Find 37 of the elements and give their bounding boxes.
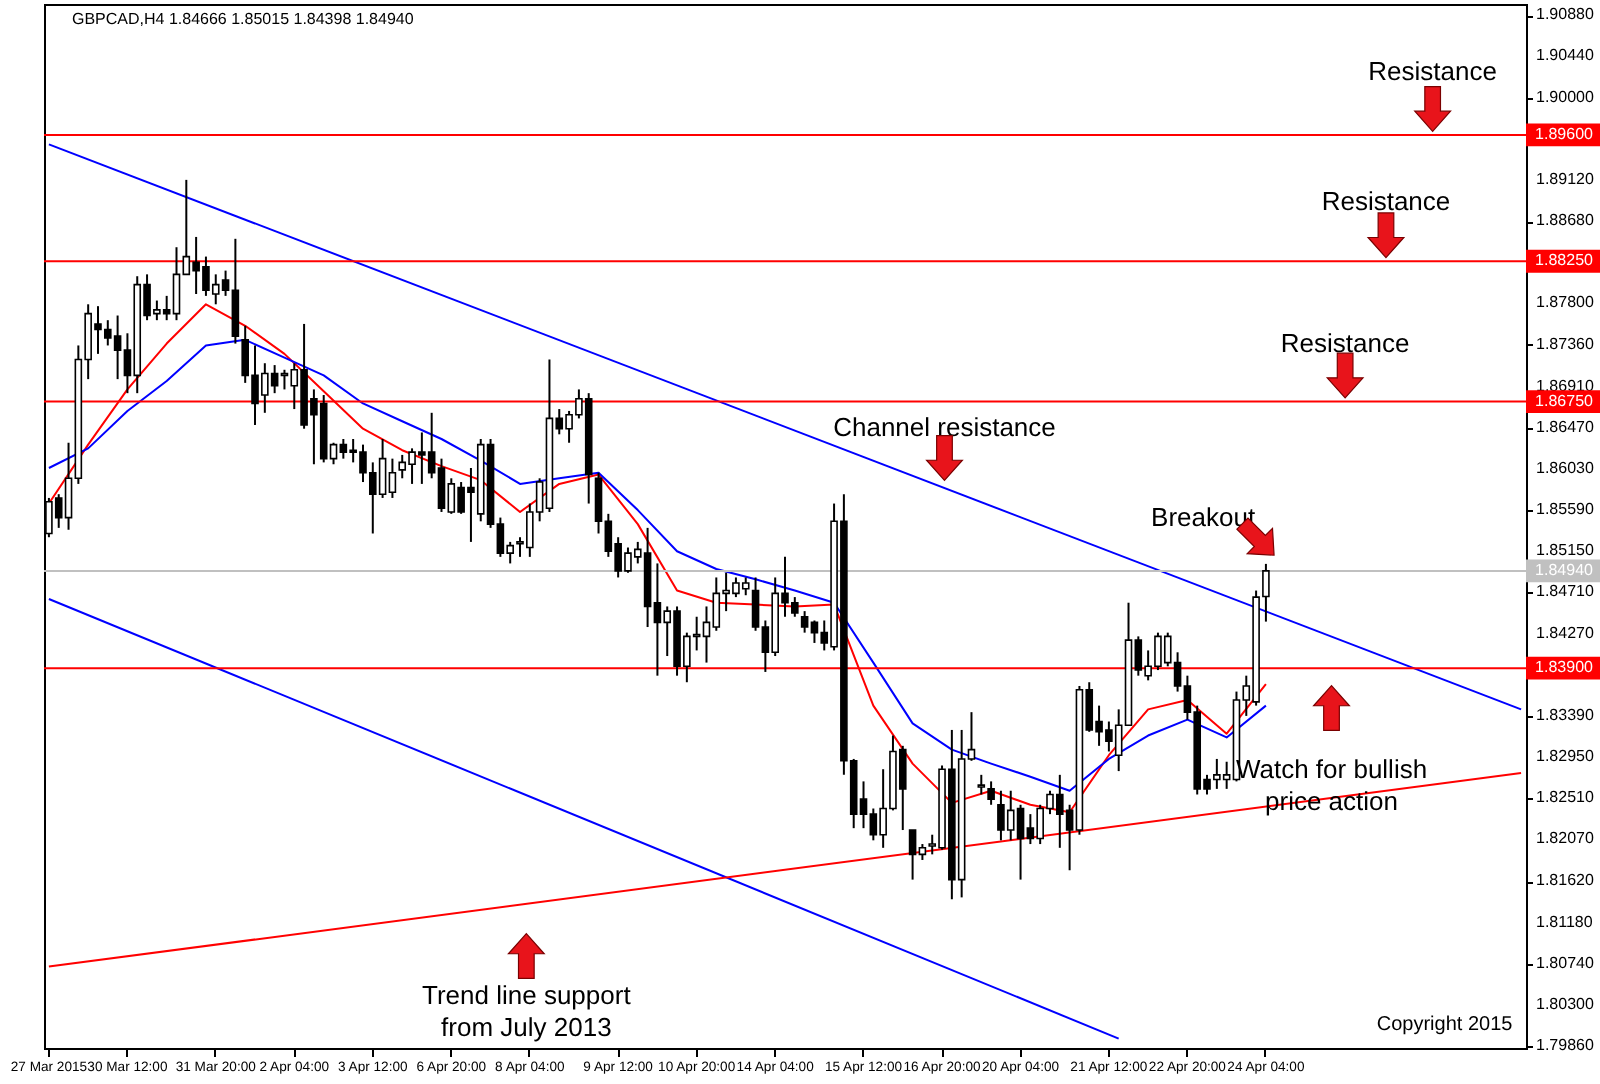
y-tick-label: 1.81180 <box>1536 912 1594 931</box>
ref-line-label: 1.88250 <box>1535 251 1595 270</box>
y-tick-label: 1.80300 <box>1536 994 1595 1013</box>
candlestick <box>987 780 995 806</box>
ref-line-label: 1.89600 <box>1535 124 1595 143</box>
annotation: Resistance <box>1368 56 1497 86</box>
ref-line-label: 1.84940 <box>1535 560 1595 579</box>
y-tick-label: 1.86470 <box>1536 417 1595 436</box>
annotation: Resistance <box>1280 328 1410 358</box>
annotation: Resistance <box>1321 186 1451 216</box>
y-tick-label: 1.86910 <box>1536 376 1595 395</box>
candlestick <box>977 773 986 796</box>
y-tick-label: 1.85150 <box>1536 541 1595 560</box>
y-tick-label: 1.82070 <box>1536 829 1595 848</box>
y-tick-label: 1.83390 <box>1536 705 1595 724</box>
y-tick-label: 1.86030 <box>1536 458 1595 477</box>
y-tick-label: 1.87800 <box>1536 293 1595 312</box>
y-tick-label: 1.90000 <box>1536 87 1595 106</box>
chart-title: GBPCAD,H4 1.84666 1.85015 1.84398 1.84940 <box>72 10 415 28</box>
ref-line-label: 1.86750 <box>1535 391 1595 410</box>
y-tick-label: 1.88680 <box>1536 211 1595 230</box>
y-tick-label: 1.79860 <box>1536 1036 1595 1055</box>
y-tick-label: 1.90880 <box>1536 5 1595 24</box>
y-tick-label: 1.85590 <box>1536 500 1595 519</box>
y-tick-label: 1.87360 <box>1536 334 1595 353</box>
y-tick-label: 1.84270 <box>1536 623 1595 642</box>
annotation: Trend line support from July 2013 <box>422 980 632 1042</box>
annotation: Channel resistance <box>833 412 1056 442</box>
y-tick-label: 1.90440 <box>1536 46 1595 65</box>
y-tick-label: 1.84710 <box>1536 582 1595 601</box>
y-tick-label: 1.80740 <box>1536 953 1595 972</box>
y-tick-label: 1.89120 <box>1536 169 1595 188</box>
y-tick-label: 1.82950 <box>1536 747 1595 766</box>
annotation: Copyright 2015 <box>1376 1014 1514 1036</box>
y-tick-label: 1.82510 <box>1536 788 1595 807</box>
ref-line-label: 1.83900 <box>1535 658 1595 677</box>
y-tick-label: 1.81620 <box>1536 871 1595 890</box>
